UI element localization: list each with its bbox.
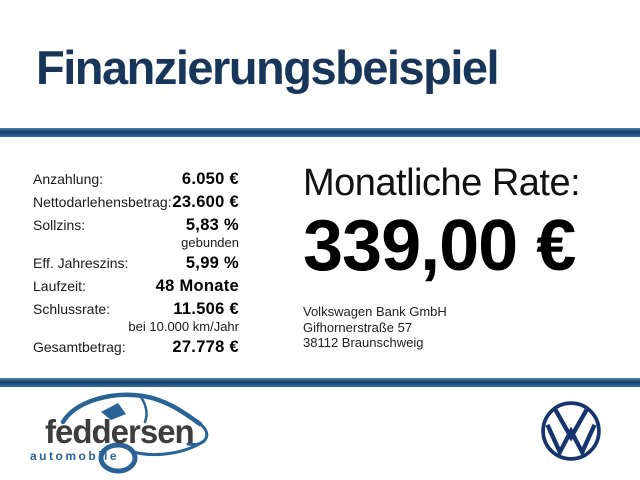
dealer-name: feddersen (45, 413, 194, 450)
finance-row: Laufzeit: 48 Monate (33, 277, 239, 296)
monthly-rate-amount: 339,00 € (303, 206, 576, 286)
finance-label: Eff. Jahreszins: (33, 255, 129, 271)
finance-label: Gesamtbetrag: (33, 339, 126, 355)
finance-value: 48 Monate (155, 277, 239, 295)
bank-city: 38112 Braunschweig (303, 335, 424, 350)
feddersen-logo: feddersen automobile (30, 392, 209, 474)
finance-label: Anzahlung: (33, 171, 104, 187)
finance-label: Schlussrate: (33, 301, 111, 317)
finance-row: Sollzins: 5,83 % (33, 216, 239, 235)
finance-value: 5,99 % (185, 254, 239, 272)
finance-value: 5,83 % (185, 216, 239, 234)
finance-label: Sollzins: (33, 217, 86, 233)
finance-note: bei 10.000 km/Jahr (128, 319, 239, 334)
finance-row: Anzahlung: 6.050 € (33, 170, 239, 189)
vw-logo-icon (541, 401, 601, 461)
finance-label: Laufzeit: (33, 278, 86, 294)
finance-row: Nettodarlehensbetrag: 23.600 € (33, 193, 239, 212)
car-outline-icon (60, 392, 209, 474)
monthly-rate-section: Monatliche Rate: 339,00 € Volkswagen Ban… (303, 160, 633, 351)
finance-table: Anzahlung: 6.050 € Nettodarlehensbetrag: 23… (33, 170, 239, 361)
finance-row: Gesamtbetrag: 27.778 € (33, 338, 239, 357)
bank-address: Volkswagen Bank GmbH Gifhornerstraße 57 … (303, 304, 633, 351)
bank-name: Volkswagen Bank GmbH (303, 304, 447, 319)
finance-label: Nettodarlehensbetrag: (33, 194, 172, 210)
finance-row: Schlussrate: 11.506 € (33, 300, 239, 319)
finance-value: 6.050 € (181, 170, 239, 188)
car-window-icon (101, 403, 126, 420)
dealer-subtitle: automobile (30, 449, 119, 463)
finance-row: Eff. Jahreszins: 5,99 % (33, 254, 239, 273)
divider-bar-bottom (0, 378, 640, 387)
finance-note: gebunden (181, 235, 239, 250)
divider-bar-top (0, 128, 640, 137)
finance-value: 27.778 € (172, 338, 239, 356)
finance-value: 23.600 € (172, 193, 239, 211)
monthly-rate-heading: Monatliche Rate: (303, 162, 581, 204)
bank-street: Gifhornerstraße 57 (303, 319, 413, 335)
page-title: Finanzierungsbeispiel (36, 41, 500, 94)
finance-value: 11.506 € (173, 300, 239, 318)
